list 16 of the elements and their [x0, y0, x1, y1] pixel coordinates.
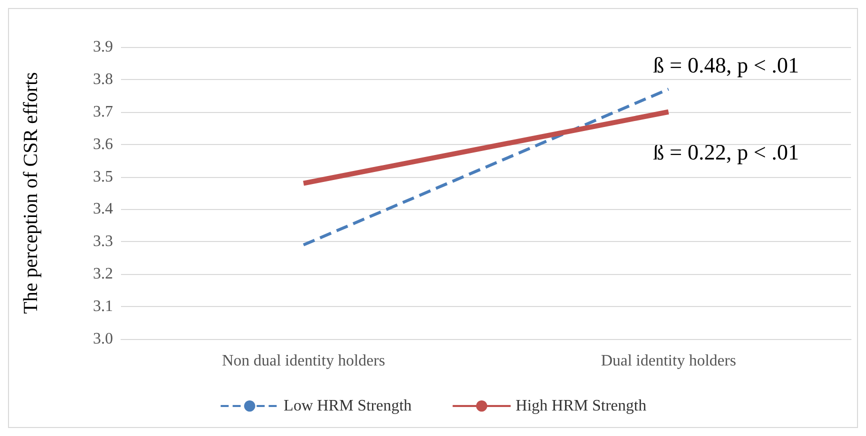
y-tick-label: 3.8 [93, 70, 113, 88]
y-tick-label: 3.3 [93, 233, 113, 250]
y-tick-label: 3.7 [93, 103, 113, 120]
y-tick-label: 3.5 [93, 168, 113, 186]
x-tick-label: Non dual identity holders [222, 352, 386, 370]
legend-label: Low HRM Strength [284, 398, 412, 414]
legend-label: High HRM Strength [516, 398, 646, 414]
annotation: ß = 0.48, p < .01 [653, 52, 800, 78]
y-tick-label: 3.0 [93, 330, 113, 348]
y-tick-label: 3.4 [93, 200, 113, 218]
x-tick-label: Dual identity holders [600, 352, 736, 370]
y-tick-label: 3.2 [93, 266, 113, 283]
y-tick-label: 3.1 [93, 298, 113, 316]
y-tick-label: 3.6 [93, 136, 113, 153]
y-tick-label: 3.9 [93, 38, 113, 56]
y-axis-title: The perception of CSR efforts [20, 72, 42, 314]
